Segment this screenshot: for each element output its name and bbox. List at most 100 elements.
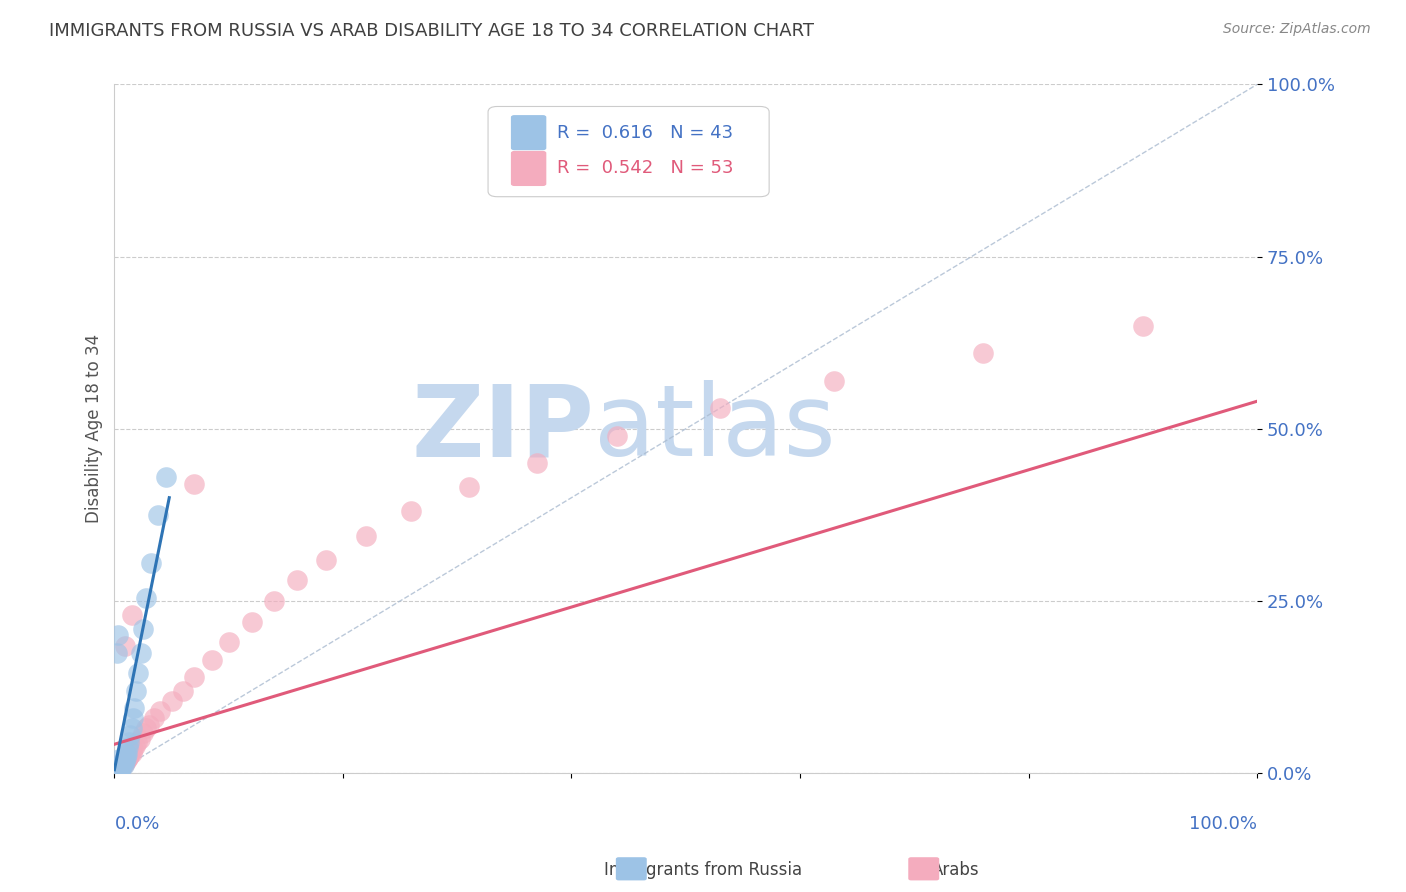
Point [108,762,131,776]
Point [121,711,143,725]
Text: Immigrants from Russia: Immigrants from Russia [605,861,801,879]
Text: 0.0%: 0.0% [114,814,160,832]
Point [104,764,127,779]
Point [125,683,148,698]
Point [115,754,138,768]
Point [104,765,127,780]
Text: R =  0.542   N = 53: R = 0.542 N = 53 [557,160,733,178]
FancyBboxPatch shape [510,115,547,150]
Point [115,752,138,766]
Point [105,761,128,775]
Point [105,764,128,778]
Point [104,764,127,779]
Point [183,477,205,491]
Point [108,752,131,766]
Point [118,735,141,749]
Point [107,759,129,773]
Point [112,758,135,772]
Point [111,759,134,773]
Point [132,726,155,740]
Point [108,762,131,776]
Point [108,760,131,774]
Point [709,401,731,416]
Point [107,761,129,775]
Point [104,764,127,778]
Y-axis label: Disability Age 18 to 34: Disability Age 18 to 34 [86,334,103,524]
Point [354,528,377,542]
Point [110,758,132,772]
Point [143,711,166,725]
Point [111,759,134,773]
Point [121,607,143,622]
Point [114,639,136,653]
Point [120,728,142,742]
Point [160,694,183,708]
Text: IMMIGRANTS FROM RUSSIA VS ARAB DISABILITY AGE 18 TO 34 CORRELATION CHART: IMMIGRANTS FROM RUSSIA VS ARAB DISABILIT… [49,22,814,40]
Point [127,666,149,681]
Point [107,763,129,777]
Point [107,761,129,775]
Point [218,635,240,649]
Point [110,761,132,775]
Point [105,646,128,660]
Point [128,731,150,746]
Point [117,739,139,754]
Point [107,628,129,642]
Point [105,763,128,777]
Point [129,646,152,660]
Point [108,763,131,777]
Point [107,764,129,778]
Point [108,761,131,775]
Point [132,622,155,636]
Point [138,718,160,732]
FancyBboxPatch shape [488,106,769,197]
Point [124,739,146,753]
Point [401,504,423,518]
Point [606,428,628,442]
Point [111,756,134,770]
Text: 100.0%: 100.0% [1189,814,1257,832]
Point [118,749,141,764]
Point [122,700,145,714]
Point [108,764,131,778]
Point [172,683,194,698]
Point [183,670,205,684]
Point [112,752,135,766]
Point [149,704,172,718]
Text: R =  0.616   N = 43: R = 0.616 N = 43 [557,124,733,142]
Point [105,764,128,779]
Point [457,480,479,494]
Text: Source: ZipAtlas.com: Source: ZipAtlas.com [1223,22,1371,37]
Point [110,761,132,775]
Point [105,764,128,778]
Point [200,652,222,666]
Point [315,552,337,566]
Point [115,746,138,760]
Point [112,756,135,771]
Point [285,574,308,588]
Point [108,759,131,773]
Point [115,747,138,761]
Point [139,556,162,570]
Point [121,746,143,760]
Point [110,758,132,772]
Point [108,761,131,775]
Point [121,722,143,736]
Point [240,615,263,629]
Point [117,751,139,765]
Point [108,763,131,777]
Point [114,754,136,768]
FancyBboxPatch shape [510,151,547,186]
Point [127,735,149,749]
Point [972,346,994,360]
Point [135,722,157,736]
Point [107,764,129,778]
Text: Arabs: Arabs [932,861,980,879]
Point [107,759,129,773]
Point [135,591,157,605]
Point [120,747,142,761]
Point [121,742,143,756]
Point [823,374,845,388]
Point [155,470,177,484]
Point [115,751,138,765]
